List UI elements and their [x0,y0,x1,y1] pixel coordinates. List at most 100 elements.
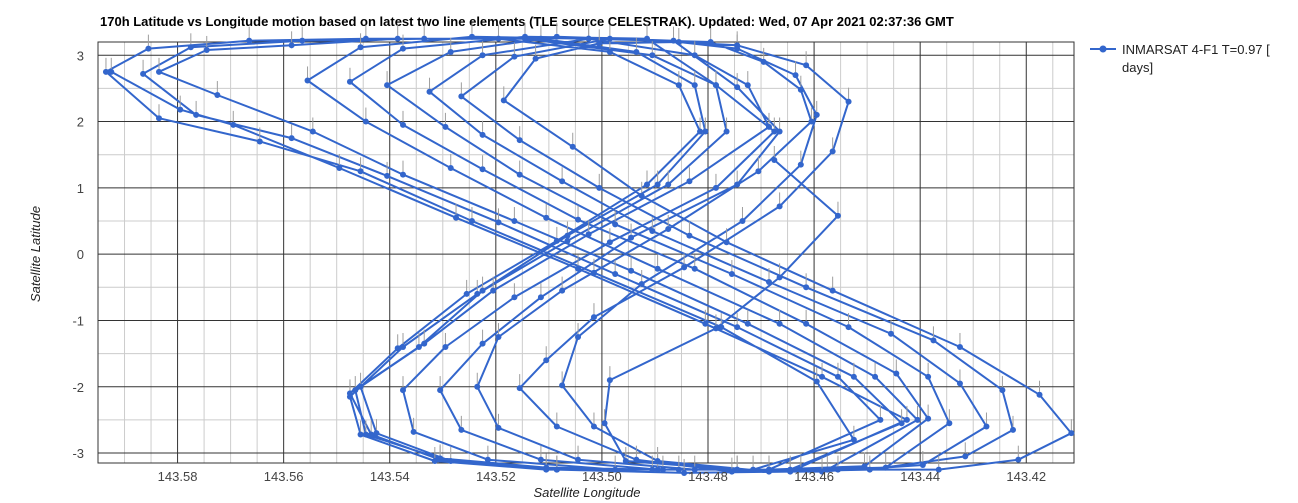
data-point[interactable] [654,466,661,473]
data-point[interactable] [458,93,465,100]
data-point[interactable] [813,111,820,118]
data-point[interactable] [872,373,879,380]
data-point[interactable] [400,121,406,128]
data-point[interactable] [861,463,868,470]
data-point[interactable] [697,128,704,135]
data-point[interactable] [575,334,582,341]
data-point[interactable] [479,166,486,173]
data-point[interactable] [447,458,454,465]
data-point[interactable] [850,373,857,380]
data-point[interactable] [479,52,486,59]
data-point[interactable] [925,415,932,422]
data-point[interactable] [431,458,438,465]
data-point[interactable] [187,44,194,51]
data-point[interactable] [559,287,566,294]
data-point[interactable] [474,383,481,390]
data-point[interactable] [819,373,826,380]
data-point[interactable] [230,121,237,128]
data-point[interactable] [559,178,566,185]
data-point[interactable] [500,97,507,104]
data-point[interactable] [797,466,804,473]
data-point[interactable] [564,232,571,239]
data-point[interactable] [691,466,698,473]
data-point[interactable] [824,466,831,473]
data-point[interactable] [723,239,730,246]
data-point[interactable] [834,212,841,219]
data-point[interactable] [644,181,650,188]
data-point[interactable] [850,436,857,443]
data-point[interactable] [670,37,677,44]
data-point[interactable] [203,46,210,53]
data-point[interactable] [649,466,656,473]
data-point[interactable] [803,320,810,327]
data-point[interactable] [771,128,778,135]
data-point[interactable] [415,343,422,350]
data-point[interactable] [553,33,560,40]
data-point[interactable] [511,218,518,225]
data-point[interactable] [776,274,783,281]
data-point[interactable] [675,82,682,89]
data-point[interactable] [246,37,253,44]
data-point[interactable] [983,423,990,430]
data-point[interactable] [177,106,184,113]
data-point[interactable] [834,466,841,473]
data-point[interactable] [744,320,751,327]
data-point[interactable] [468,33,475,40]
data-point[interactable] [813,378,820,385]
data-point[interactable] [463,290,470,297]
data-point[interactable] [447,164,454,171]
data-point[interactable] [638,192,645,199]
data-point[interactable] [410,428,417,435]
data-point[interactable] [665,225,672,232]
data-point[interactable] [362,431,369,438]
data-point[interactable] [394,345,401,352]
data-point[interactable] [606,239,613,246]
data-point[interactable] [400,45,406,52]
data-point[interactable] [914,416,921,423]
data-point[interactable] [590,314,597,321]
data-point[interactable] [829,287,836,294]
data-point[interactable] [659,466,666,473]
data-point[interactable] [532,55,539,62]
data-point[interactable] [803,284,810,291]
data-point[interactable] [903,416,910,423]
data-point[interactable] [495,35,502,42]
data-point[interactable] [357,168,364,175]
data-point[interactable] [712,184,719,191]
data-point[interactable] [681,469,688,476]
data-point[interactable] [400,387,406,394]
data-point[interactable] [739,218,746,225]
data-point[interactable] [516,171,523,178]
data-point[interactable] [1068,430,1075,437]
data-point[interactable] [537,456,544,463]
data-point[interactable] [304,77,311,84]
data-point[interactable] [288,42,295,49]
data-point[interactable] [728,271,735,278]
data-point[interactable] [771,157,778,164]
data-point[interactable] [866,466,873,473]
data-point[interactable] [256,138,263,145]
data-point[interactable] [601,420,608,427]
data-point[interactable] [723,128,730,135]
data-point[interactable] [1036,391,1043,398]
data-point[interactable] [712,325,719,332]
data-point[interactable] [437,456,444,463]
data-point[interactable] [537,294,544,301]
data-point[interactable] [766,466,772,473]
data-point[interactable] [474,290,481,297]
data-point[interactable] [803,62,810,69]
data-point[interactable] [575,265,582,272]
data-point[interactable] [702,128,709,135]
data-point[interactable] [516,137,523,144]
data-point[interactable] [819,468,826,475]
data-point[interactable] [760,58,767,65]
data-point[interactable] [845,324,852,331]
data-point[interactable] [156,68,162,75]
data-point[interactable] [511,53,518,60]
data-point[interactable] [999,387,1006,394]
data-point[interactable] [479,340,486,347]
data-point[interactable] [845,98,852,105]
data-point[interactable] [590,423,597,430]
data-point[interactable] [606,35,613,42]
data-point[interactable] [357,383,364,390]
